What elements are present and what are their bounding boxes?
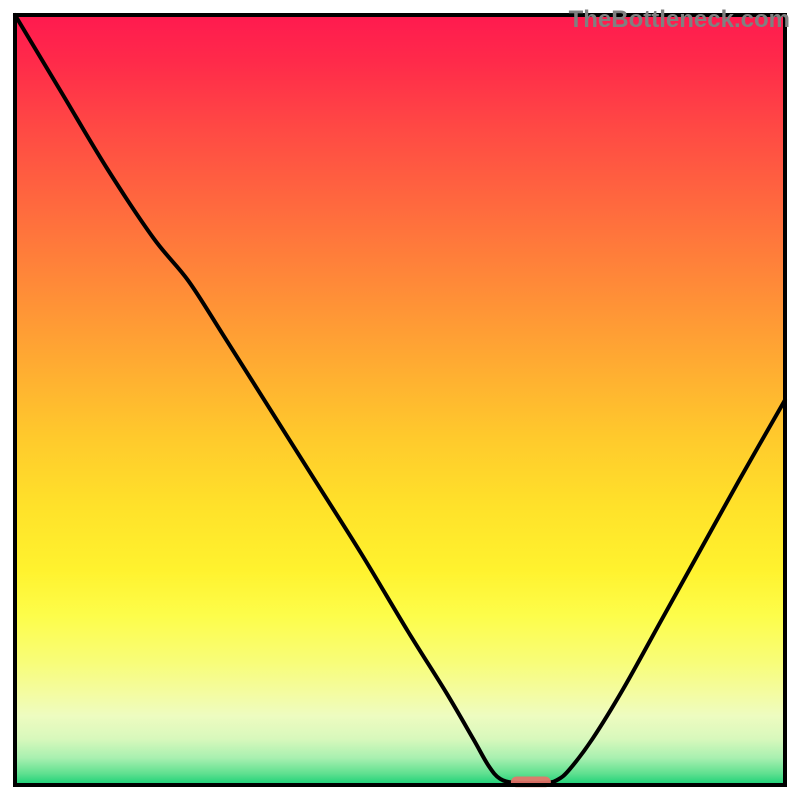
- plot-background: [15, 15, 785, 785]
- chart-svg: [0, 0, 800, 800]
- bottleneck-chart: TheBottleneck.com: [0, 0, 800, 800]
- watermark-text: TheBottleneck.com: [569, 6, 790, 34]
